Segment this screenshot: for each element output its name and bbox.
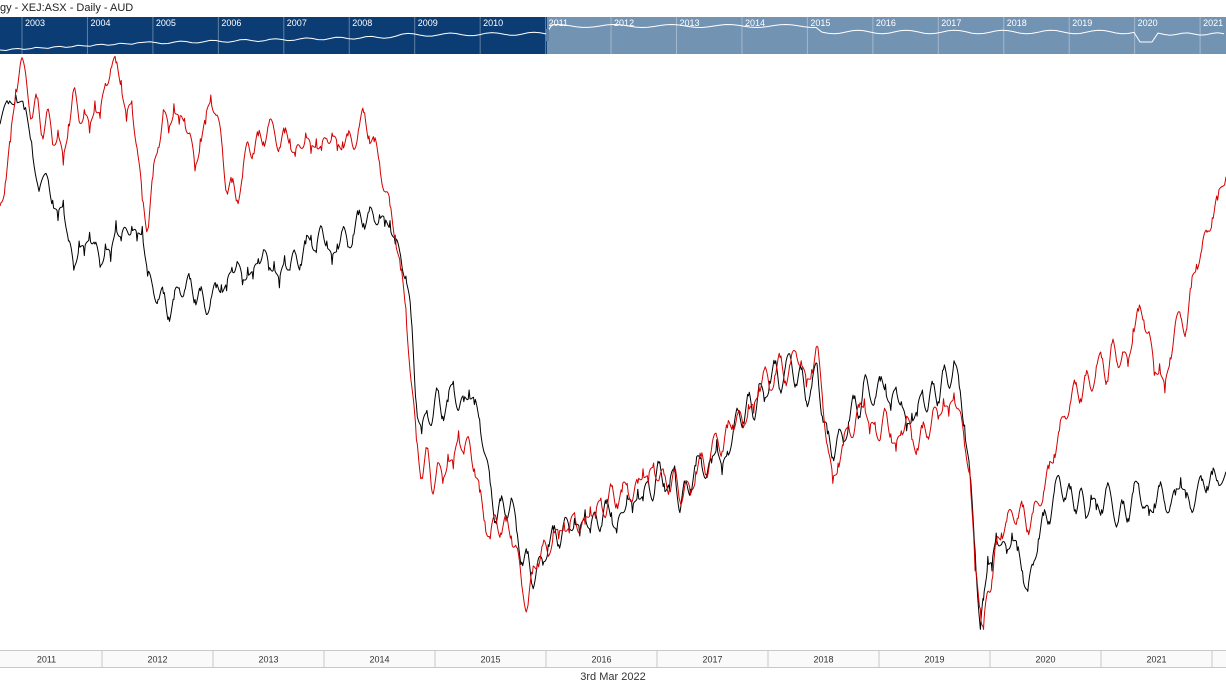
x-axis-tick-label: 2011 [37, 655, 56, 665]
navigator-price-line [0, 23, 1225, 52]
navigator-tick-label: 2004 [90, 18, 110, 28]
navigator-tick-label: 2009 [418, 18, 438, 28]
x-axis-tick-label: 2013 [258, 655, 278, 665]
navigator-tick-label: 2019 [1072, 18, 1092, 28]
navigator-tick-label: 2005 [156, 18, 176, 28]
date-readout: 3rd Mar 2022 [580, 671, 646, 683]
x-axis-tick-label: 2015 [480, 655, 500, 665]
navigator-canvas[interactable]: 2003 2004 2005 2006 2007 2008 2009 2010 2011 2012… [0, 17, 1226, 54]
x-axis-tick-label: 2019 [924, 655, 944, 665]
navigator-tick-label: 2012 [614, 18, 634, 28]
window-title-bar: gy - XEJ:ASX - Daily - AUD [0, 0, 1226, 17]
navigator-tick-label: 2016 [876, 18, 896, 28]
window-title: gy - XEJ:ASX - Daily - AUD [0, 2, 134, 14]
navigator-tick-label: 2020 [1138, 18, 1158, 28]
navigator-tick-label: 2021 [1203, 18, 1223, 28]
navigator-year-ticks: 2003 2004 2005 2006 2007 2008 2009 2010 2011 2012… [21, 17, 1223, 54]
x-axis-ticks: 2011 2012 2013 2014 2015 2016 2017 2018 2019 2020… [37, 651, 1213, 667]
price-chart[interactable] [0, 54, 1226, 650]
navigator-tick-label: 2011 [549, 18, 568, 28]
navigator-tick-label: 2008 [352, 18, 372, 28]
x-axis: 2011 2012 2013 2014 2015 2016 2017 2018 2019 2020… [0, 650, 1226, 668]
x-axis-tick-label: 2016 [591, 655, 611, 665]
series-line-black [0, 94, 1226, 630]
navigator-handle[interactable] [546, 29, 549, 41]
navigator-tick-label: 2014 [745, 18, 765, 28]
x-axis-tick-label: 2018 [813, 655, 833, 665]
series-line-red [0, 55, 1226, 630]
x-axis-tick-label: 2012 [147, 655, 167, 665]
navigator-tick-label: 2003 [25, 18, 45, 28]
x-axis-tick-label: 2017 [702, 655, 722, 665]
x-axis-tick-label: 2020 [1035, 655, 1055, 665]
navigator-tick-label: 2015 [810, 18, 830, 28]
x-axis-tick-label: 2014 [369, 655, 389, 665]
navigator-tick-label: 2007 [287, 18, 307, 28]
series-layer [0, 55, 1226, 630]
navigator-tick-label: 2017 [941, 18, 961, 28]
navigator-tick-label: 2013 [680, 18, 700, 28]
x-axis-canvas: 2011 2012 2013 2014 2015 2016 2017 2018 2019 2020… [37, 651, 1213, 667]
navigator-selected-range[interactable] [0, 17, 547, 54]
navigator-tick-label: 2006 [221, 18, 241, 28]
navigator-tick-label: 2018 [1007, 18, 1027, 28]
navigator-handle-grip[interactable] [546, 29, 549, 41]
x-axis-tick-label: 2021 [1146, 655, 1166, 665]
navigator-tick-label: 2010 [483, 18, 503, 28]
range-navigator[interactable]: 2003 2004 2005 2006 2007 2008 2009 2010 2011 2012… [0, 17, 1226, 54]
